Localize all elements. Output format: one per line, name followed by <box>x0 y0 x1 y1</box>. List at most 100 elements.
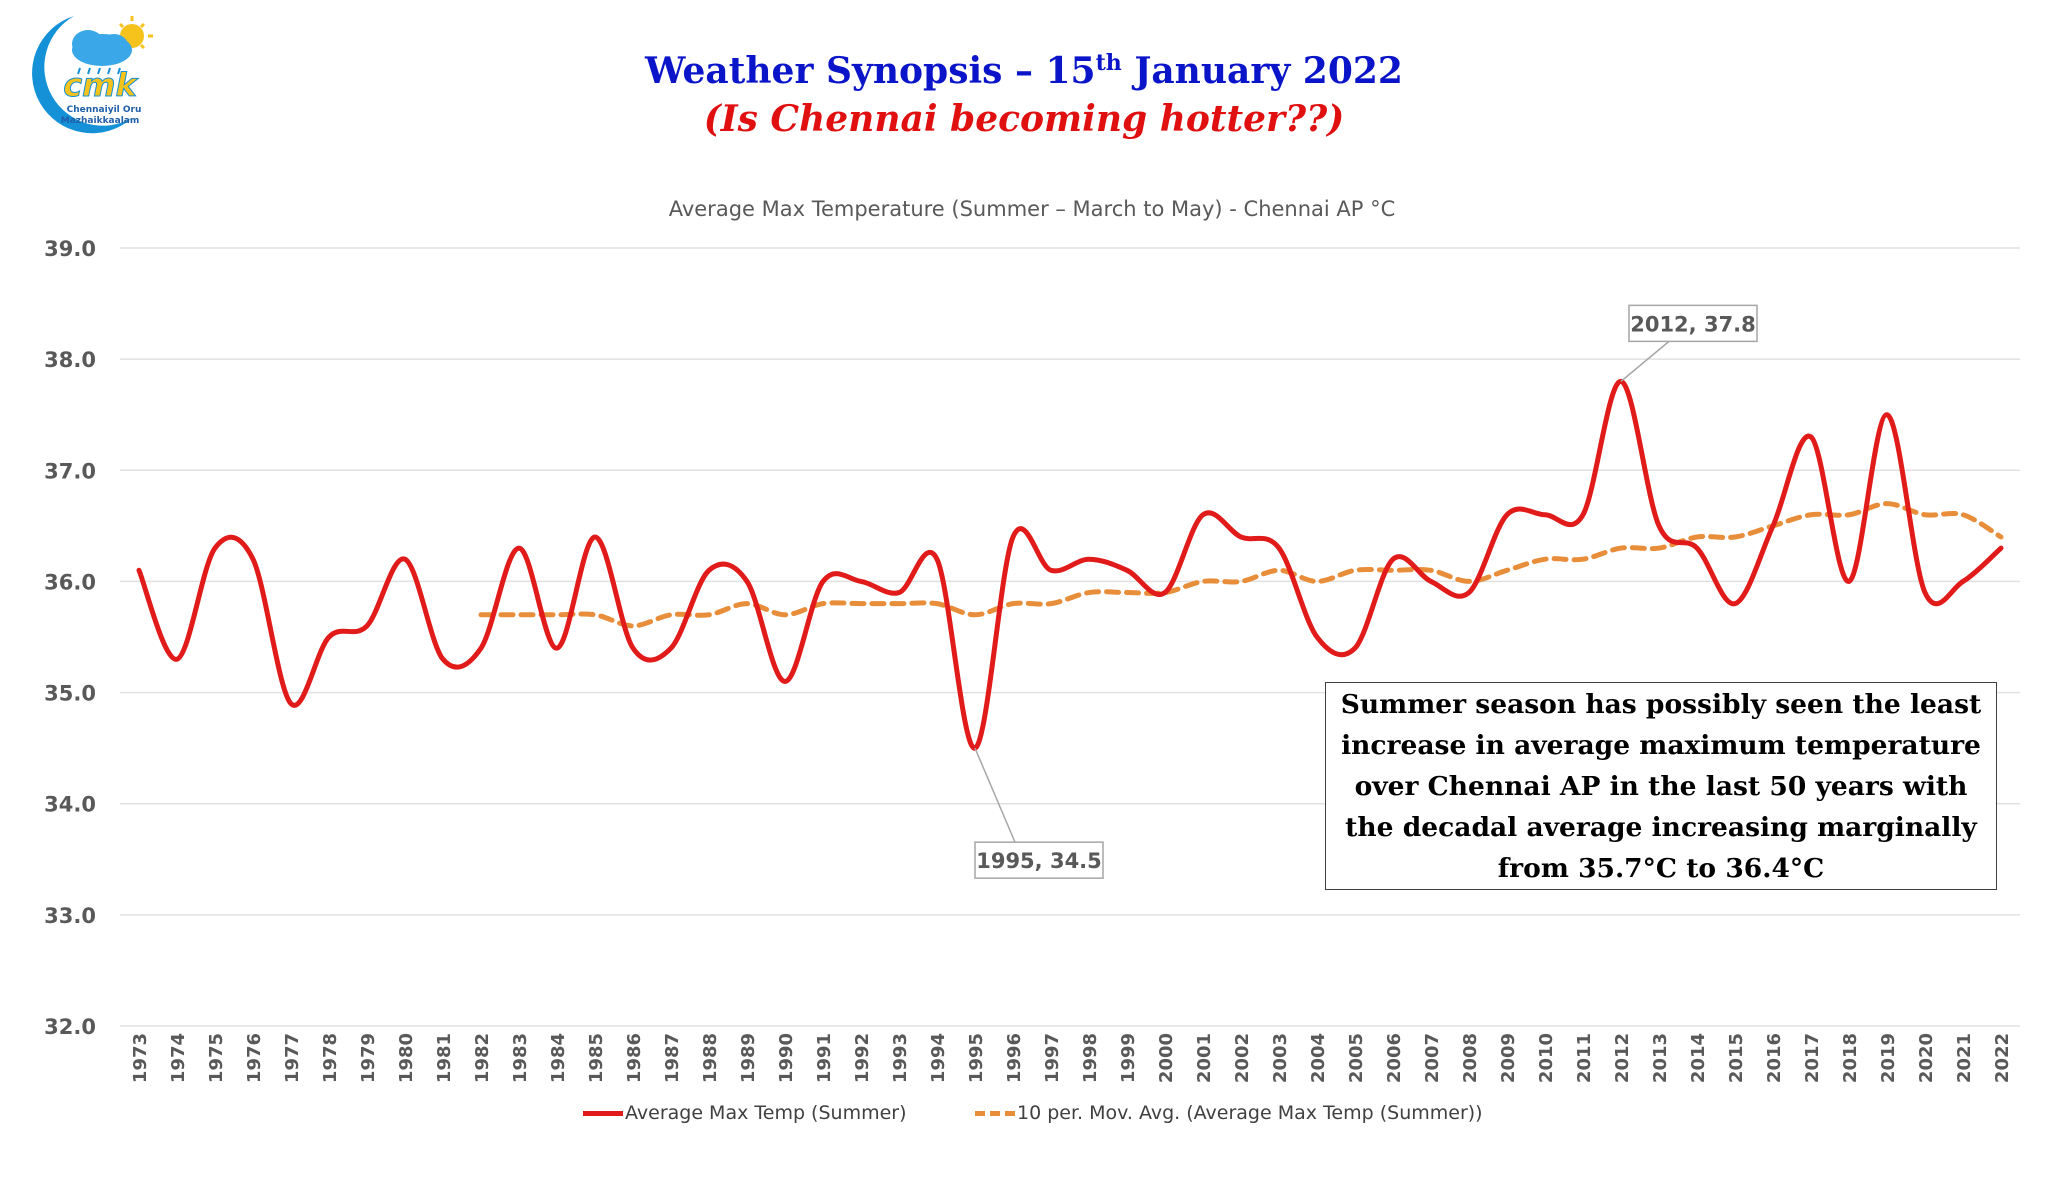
x-tick-label: 1996 <box>1004 1033 1025 1083</box>
logo-initials: cmk <box>63 66 138 104</box>
cloud-icon <box>72 30 132 66</box>
data-point <box>1087 590 1092 595</box>
data-point <box>1239 579 1244 584</box>
data-point <box>669 646 674 651</box>
data-point <box>707 612 712 617</box>
annotation-leader <box>974 747 1016 843</box>
data-point <box>1923 512 1928 517</box>
x-tick-label: 1975 <box>206 1033 227 1083</box>
data-point <box>1619 546 1624 551</box>
data-point <box>441 657 446 662</box>
data-point <box>1771 523 1776 528</box>
data-point <box>1467 579 1472 584</box>
x-tick-label: 2009 <box>1498 1033 1519 1083</box>
y-tick-label: 32.0 <box>44 1015 96 1039</box>
data-point <box>1847 512 1852 517</box>
data-point <box>935 557 940 562</box>
x-tick-label: 2006 <box>1384 1033 1405 1083</box>
data-point <box>1353 646 1358 651</box>
x-tick-label: 2019 <box>1878 1033 1899 1083</box>
data-point <box>1011 601 1016 606</box>
data-point <box>1885 501 1890 506</box>
chart-title: Average Max Temperature (Summer – March … <box>669 197 1396 221</box>
data-point <box>783 612 788 617</box>
page-title: Weather Synopsis – 15th January 2022 <box>0 50 2048 92</box>
data-point <box>745 601 750 606</box>
data-point <box>631 646 636 651</box>
data-point <box>1315 635 1320 640</box>
x-tick-label: 2021 <box>1954 1033 1975 1083</box>
x-tick-label: 2000 <box>1156 1033 1177 1083</box>
x-tick-label: 1981 <box>434 1033 455 1083</box>
x-tick-label: 1993 <box>890 1033 911 1083</box>
x-tick-label: 1998 <box>1080 1033 1101 1083</box>
series-line-average-max-temp <box>136 378 2004 751</box>
data-point <box>555 646 560 651</box>
x-tick-label: 1992 <box>852 1033 873 1083</box>
data-point <box>631 623 636 628</box>
annotation-box <box>1628 304 1758 343</box>
x-tick-label: 2022 <box>1992 1033 2013 1083</box>
data-point <box>593 534 598 539</box>
data-point <box>289 701 294 706</box>
data-point <box>669 612 674 617</box>
data-point <box>1809 512 1814 517</box>
x-tick-label: 2010 <box>1536 1033 1557 1083</box>
x-tick-label: 2018 <box>1840 1033 1861 1083</box>
data-point <box>1999 534 2004 539</box>
x-tick-label: 1999 <box>1118 1033 1139 1083</box>
data-point <box>479 646 484 651</box>
x-tick-label: 2014 <box>1688 1033 1709 1083</box>
data-point <box>1657 523 1662 528</box>
x-tick-label: 2005 <box>1346 1033 1367 1083</box>
x-tick-label: 1990 <box>776 1033 797 1083</box>
legend-swatch-solid <box>583 1110 623 1116</box>
x-tick-label: 1988 <box>700 1033 721 1083</box>
data-point <box>1847 579 1852 584</box>
data-point <box>1923 590 1928 595</box>
annotation-box <box>974 841 1104 879</box>
x-tick-label: 2015 <box>1726 1033 1747 1083</box>
legend-label: Average Max Temp (Summer) <box>625 1102 907 1124</box>
x-tick-label: 2007 <box>1422 1033 1443 1083</box>
data-point <box>593 612 598 617</box>
data-point <box>1543 512 1548 517</box>
x-tick-label: 2012 <box>1612 1033 1633 1083</box>
x-tick-label: 2001 <box>1194 1033 1215 1083</box>
x-tick-label: 2002 <box>1232 1033 1253 1083</box>
x-tick-label: 1984 <box>548 1033 569 1083</box>
page-subtitle: (Is Chennai becoming hotter??) <box>703 98 1345 140</box>
data-point <box>517 546 522 551</box>
rain-icon <box>77 67 121 75</box>
data-point <box>1429 568 1434 573</box>
data-point <box>1695 534 1700 539</box>
x-tick-label: 1982 <box>472 1033 493 1083</box>
data-point <box>1885 412 1890 417</box>
data-point <box>327 635 332 640</box>
data-point <box>1961 579 1966 584</box>
data-point <box>1125 590 1130 595</box>
y-tick-label: 35.0 <box>44 682 96 706</box>
data-point <box>897 601 902 606</box>
data-point <box>1049 601 1054 606</box>
data-point <box>1049 568 1054 573</box>
data-point <box>1391 557 1396 562</box>
x-tick-label: 2020 <box>1916 1033 1937 1083</box>
x-tick-label: 2008 <box>1460 1033 1481 1083</box>
data-point <box>1315 579 1320 584</box>
y-tick-label: 37.0 <box>44 459 96 483</box>
logo-text-2: Mazhaikkaalam <box>61 116 140 126</box>
data-point <box>479 612 484 617</box>
x-tick-label: 1987 <box>662 1033 683 1083</box>
data-point <box>1429 579 1434 584</box>
data-point <box>745 579 750 584</box>
cmk-logo: cmk Chennaiyil Oru Mazhaikkaalam <box>4 6 154 144</box>
data-point <box>1505 568 1510 573</box>
data-point <box>973 612 978 617</box>
x-tick-label: 1976 <box>244 1033 265 1083</box>
y-tick-label: 36.0 <box>44 570 96 594</box>
data-point <box>1581 512 1586 517</box>
legend-item-moving-average: 10 per. Mov. Avg. (Average Max Temp (Sum… <box>975 1102 1483 1124</box>
data-point <box>821 579 826 584</box>
